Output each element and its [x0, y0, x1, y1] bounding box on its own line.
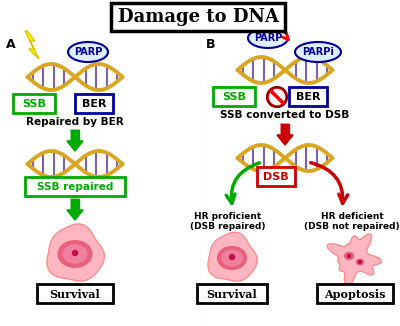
Ellipse shape [68, 42, 108, 62]
Text: SSB: SSB [22, 99, 46, 109]
Polygon shape [25, 31, 39, 59]
Ellipse shape [295, 42, 341, 62]
FancyBboxPatch shape [37, 284, 113, 303]
Text: Apoptosis: Apoptosis [324, 289, 386, 300]
Bar [71, 199, 79, 210]
Text: PARPi: PARPi [302, 47, 334, 57]
Text: Repaired by BER: Repaired by BER [26, 117, 124, 127]
FancyBboxPatch shape [25, 177, 125, 196]
FancyBboxPatch shape [257, 167, 295, 186]
Ellipse shape [248, 28, 288, 48]
FancyBboxPatch shape [317, 284, 393, 303]
Text: SSB repaired: SSB repaired [37, 182, 113, 192]
Text: DSB: DSB [263, 172, 289, 182]
FancyBboxPatch shape [213, 87, 255, 106]
Ellipse shape [222, 250, 242, 266]
Text: SSB converted to DSB: SSB converted to DSB [220, 110, 350, 120]
Circle shape [230, 255, 234, 259]
Text: A: A [6, 38, 16, 51]
Text: B: B [206, 38, 216, 51]
Text: Damage to DNA: Damage to DNA [118, 8, 278, 26]
Text: BER: BER [82, 99, 106, 109]
Polygon shape [67, 210, 83, 220]
Polygon shape [208, 232, 257, 281]
Ellipse shape [218, 246, 246, 269]
Polygon shape [327, 234, 381, 287]
Text: Survival: Survival [50, 289, 100, 300]
FancyBboxPatch shape [289, 87, 327, 106]
Ellipse shape [58, 241, 92, 267]
Polygon shape [47, 224, 104, 281]
Ellipse shape [344, 253, 354, 259]
Bar [281, 124, 289, 135]
Text: SSB: SSB [222, 92, 246, 102]
FancyBboxPatch shape [13, 94, 55, 113]
Text: HR deficient
(DSB not repaired): HR deficient (DSB not repaired) [304, 212, 400, 231]
Circle shape [72, 250, 78, 256]
Bar [71, 130, 79, 141]
Polygon shape [67, 141, 83, 151]
Circle shape [358, 260, 362, 263]
FancyBboxPatch shape [75, 94, 113, 113]
FancyBboxPatch shape [197, 284, 267, 303]
Text: PARP: PARP [254, 33, 282, 43]
Circle shape [270, 90, 284, 105]
Text: BER: BER [296, 92, 320, 102]
Circle shape [267, 87, 287, 107]
FancyBboxPatch shape [111, 3, 285, 31]
Text: HR proficient
(DSB repaired): HR proficient (DSB repaired) [190, 212, 266, 231]
Text: Survival: Survival [207, 289, 257, 300]
Ellipse shape [63, 245, 87, 263]
Text: PARP: PARP [74, 47, 102, 57]
Circle shape [348, 255, 350, 258]
Polygon shape [277, 135, 293, 145]
Ellipse shape [356, 259, 364, 265]
